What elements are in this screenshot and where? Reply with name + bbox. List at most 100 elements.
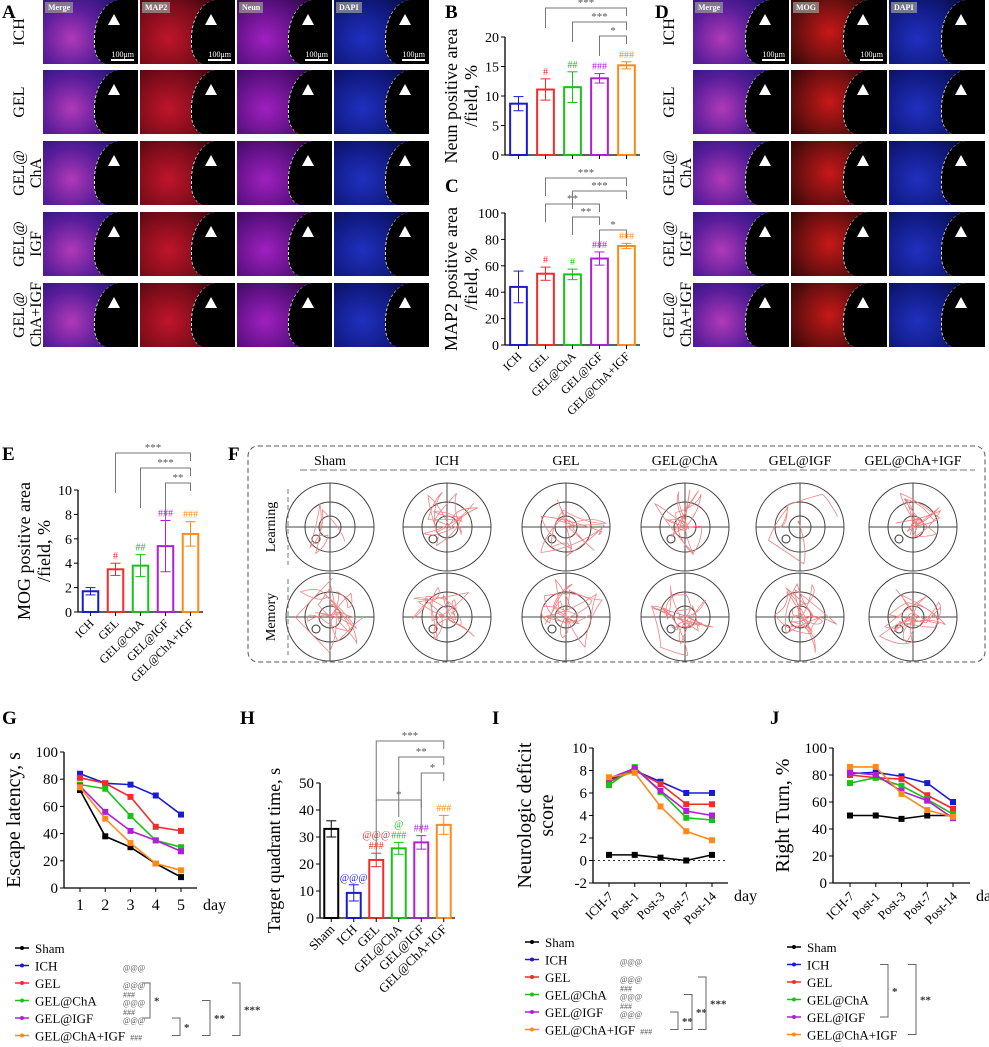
lesion-arrow-icon	[399, 226, 411, 237]
lesion-region	[744, 212, 789, 276]
data-point	[872, 812, 879, 819]
lesion-region	[385, 212, 429, 276]
micrograph-merge	[693, 70, 789, 134]
data-point	[709, 790, 715, 796]
y-tick-label: 10	[299, 884, 314, 900]
platform-marker	[666, 624, 676, 634]
y-tick-label: 4	[580, 809, 588, 825]
bar-GEL	[368, 858, 385, 920]
bracket-line	[698, 976, 707, 1030]
lesion-arrow-icon	[955, 297, 967, 308]
data-point	[606, 782, 612, 789]
legend-label: GEL@ChA+IGF	[35, 1029, 125, 1044]
legend-marker	[792, 1032, 796, 1037]
legend-label: GEL@IGF	[35, 1011, 93, 1026]
swim-trace	[878, 588, 946, 645]
bracket-line	[880, 964, 889, 1018]
y-axis-label: Target quadrant time, s	[264, 768, 284, 933]
comparison-bracket: *	[420, 762, 445, 833]
comparison-bracket: **	[165, 472, 191, 523]
data-point	[847, 769, 853, 776]
y-axis-label: /field, %	[461, 65, 481, 127]
lesion-arrow-icon	[955, 14, 967, 25]
y-tick-label: 50	[299, 776, 314, 792]
y-tick-label: 20	[299, 857, 314, 873]
micrograph-merge	[43, 283, 138, 347]
data-point	[898, 776, 905, 783]
y-tick-label: 60	[812, 795, 827, 811]
bar-GEL@ChA+IGF	[617, 64, 636, 156]
lesion-region	[940, 70, 985, 134]
data-point	[950, 813, 956, 820]
legend-bracket: **	[202, 1000, 226, 1036]
legend-significance: @@@	[620, 993, 642, 1002]
y-tick-label: 40	[485, 286, 499, 301]
significance-mark: #	[543, 255, 548, 266]
data-point	[102, 833, 109, 840]
lesion-arrow-icon	[759, 84, 771, 95]
lesion-region	[191, 212, 235, 276]
micrograph-map2	[140, 283, 235, 347]
swim-path-plot	[285, 482, 375, 572]
swim-path-plot	[868, 572, 958, 662]
legend-item: ICH @@@	[525, 953, 642, 968]
bar-GEL@ChA	[390, 847, 407, 920]
x-tick-label: 1	[76, 897, 84, 914]
micrograph-dapi	[889, 212, 985, 276]
data-point	[683, 814, 690, 821]
y-tick-label: 20	[485, 313, 499, 328]
significance-mark: ###	[183, 510, 198, 521]
y-tick-label: 0	[307, 911, 315, 927]
channel-label: MAP2	[142, 2, 171, 13]
panel-label-h: H	[240, 708, 255, 729]
data-point	[127, 840, 134, 847]
micrograph-neun: Neun 100μm	[237, 0, 332, 64]
significance-mark: #	[570, 257, 575, 268]
data-point	[924, 797, 931, 804]
micrograph-merge	[43, 70, 138, 134]
y-tick-label: 10	[485, 90, 499, 105]
data-point	[872, 772, 879, 778]
bracket-line	[572, 21, 627, 42]
legend-marker	[20, 998, 24, 1003]
legend-bracket: **	[908, 964, 932, 1035]
data-point	[709, 812, 715, 819]
data-point	[683, 808, 690, 814]
bracket-label: ***	[157, 457, 174, 469]
legend-marker	[20, 1033, 24, 1038]
panel-label-d: D	[655, 2, 669, 23]
micrograph-map2	[140, 141, 235, 205]
lesion-arrow-icon	[399, 155, 411, 166]
y-axis-label: Escape latency, s	[3, 752, 25, 888]
comparison-bracket: ***	[115, 442, 191, 493]
legend-significance: @@@	[123, 964, 145, 973]
lesion-region	[191, 141, 235, 205]
legend-label: Sham	[807, 940, 837, 955]
lesion-arrow-icon	[302, 297, 314, 308]
significance-mark: @	[394, 819, 403, 830]
legend-label: GEL@ChA	[807, 993, 869, 1008]
micrograph-merge	[693, 141, 789, 205]
comparison-bracket: ***	[140, 457, 191, 508]
significance-mark: ###	[619, 50, 634, 61]
comparison-bracket: ***	[545, 0, 627, 28]
lesion-arrow-icon	[108, 14, 120, 25]
legend-label: GEL	[35, 976, 60, 991]
lesion-arrow-icon	[205, 226, 217, 237]
data-point	[178, 827, 184, 834]
series-GEL@ChA	[77, 781, 184, 851]
data-point	[152, 837, 159, 844]
bracket-line	[908, 964, 917, 1035]
channel-label: DAPI	[336, 2, 362, 13]
lesion-region	[191, 70, 235, 134]
y-tick-label: 2	[580, 831, 588, 847]
swim-path-plot	[521, 572, 611, 662]
bar-GEL@ChA	[563, 273, 582, 347]
bracket-line	[572, 216, 600, 235]
bracket-label: ***	[578, 167, 595, 179]
lesion-region	[842, 0, 887, 64]
legend-item: Sham	[787, 940, 837, 955]
data-point	[77, 784, 83, 791]
micrograph-merge	[43, 212, 138, 276]
